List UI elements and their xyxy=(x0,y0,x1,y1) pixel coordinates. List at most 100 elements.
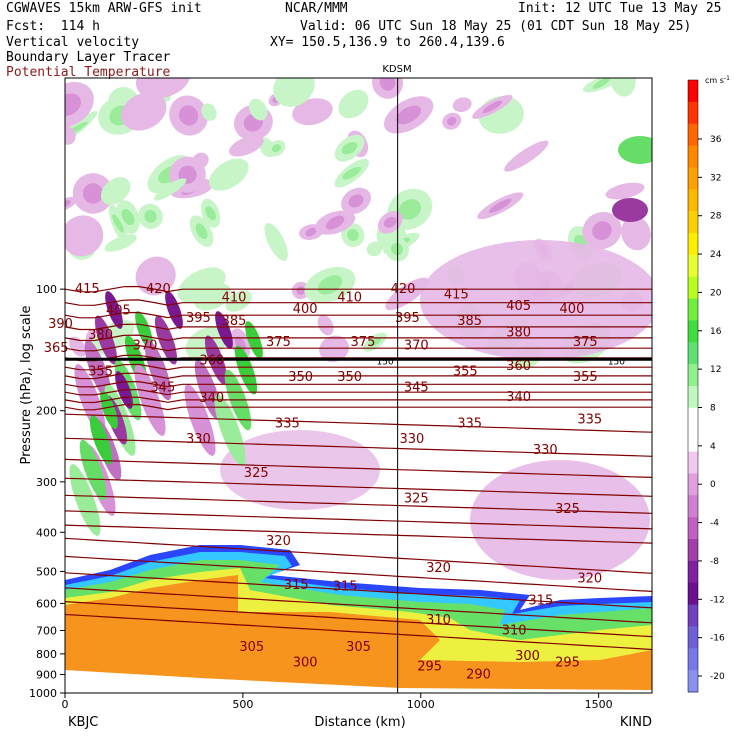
theta-label: 335 xyxy=(577,412,602,427)
init-time: Init: 12 UTC Tue 13 May 25 xyxy=(518,1,722,16)
velocity-blob xyxy=(121,208,135,226)
velocity-blob xyxy=(347,229,359,241)
colorbar-swatch xyxy=(688,342,698,365)
theta-label: 325 xyxy=(244,466,269,481)
colorbar-swatch xyxy=(688,211,698,234)
wave-streak xyxy=(144,339,172,401)
theta-line xyxy=(65,477,652,497)
velocity-blob xyxy=(368,337,382,347)
theta-label: 315 xyxy=(284,578,309,593)
velocity-blob xyxy=(100,177,131,205)
theta-label: 415 xyxy=(75,282,100,297)
x-axis-label: Distance (km) xyxy=(314,715,405,730)
theta-line xyxy=(65,537,652,574)
y-tick-label: 300 xyxy=(36,476,57,489)
colorbar-label: -20 xyxy=(710,672,725,682)
surface-terrain xyxy=(65,670,652,693)
colorbar-label: -16 xyxy=(710,634,725,644)
wave-streak xyxy=(89,415,113,465)
theta-label: 295 xyxy=(417,660,442,675)
theta-label: 335 xyxy=(275,416,300,431)
theta-label: 365 xyxy=(44,341,69,356)
colorbar-label: 0 xyxy=(710,480,716,490)
wave-streak xyxy=(105,291,123,329)
theta-label: 320 xyxy=(426,561,451,576)
theta-line xyxy=(65,285,652,293)
colorbar-label: 28 xyxy=(710,212,722,222)
velocity-blob xyxy=(325,215,345,230)
velocity-blob xyxy=(120,92,167,131)
boundary-layer-tracer xyxy=(65,545,652,693)
wave-streak xyxy=(135,311,153,349)
field-boundary-layer-tracer: Boundary Layer Tracer xyxy=(6,50,171,65)
colorbar-label: -4 xyxy=(710,519,719,529)
velocity-blob xyxy=(273,78,315,107)
velocity-blob xyxy=(271,144,282,153)
velocity-blob xyxy=(348,194,364,208)
velocity-blob xyxy=(208,158,249,191)
velocity-blob xyxy=(292,98,333,126)
velocity-blob xyxy=(612,198,648,222)
theta-line xyxy=(65,396,652,404)
colorbar-label: 24 xyxy=(710,250,722,260)
colorbar-swatch xyxy=(688,648,698,671)
marker-station-label: KDSM xyxy=(382,64,411,75)
colorbar-swatch xyxy=(688,189,698,212)
theta-label: 345 xyxy=(150,380,175,395)
wave-streak xyxy=(79,439,107,501)
theta-label: 350 xyxy=(337,370,362,385)
velocity-blob xyxy=(504,140,549,172)
velocity-region xyxy=(420,240,652,360)
theta-label: 325 xyxy=(555,502,580,517)
velocity-blob xyxy=(65,215,104,257)
velocity-blob xyxy=(385,277,429,311)
velocity-blob xyxy=(135,78,191,99)
theta-line xyxy=(65,587,652,624)
x-tick-label: 1500 xyxy=(585,698,613,711)
theta-label: 400 xyxy=(560,302,585,317)
colorbar-swatch xyxy=(688,407,698,431)
y-tick-label: 700 xyxy=(36,624,57,637)
velocity-blob xyxy=(264,222,288,262)
theta-line xyxy=(65,601,652,638)
theta-label: 410 xyxy=(337,291,362,306)
velocity-blob xyxy=(69,336,87,357)
velocity-blob xyxy=(592,78,610,89)
y-axis: 100 200 300 400 500 600 700 800 900 1000 xyxy=(29,283,65,700)
colorbar-label: 8 xyxy=(710,404,716,414)
theta-label: 290 xyxy=(466,668,491,683)
colorbar-label: 4 xyxy=(710,442,716,452)
colorbar-swatch xyxy=(688,495,698,518)
theta-label: 320 xyxy=(266,534,291,549)
y-tick-label: 100 xyxy=(36,283,57,296)
velocity-blob xyxy=(112,214,124,233)
theta-label: 150 xyxy=(377,357,394,367)
velocity-blob xyxy=(482,100,503,114)
colorbar-swatch xyxy=(688,123,698,147)
theta-line xyxy=(65,437,652,457)
velocity-blob xyxy=(396,105,421,125)
theta-label: 395 xyxy=(395,311,420,326)
forecast-hour: Fcst: 114 h xyxy=(6,19,100,34)
colorbar-frame xyxy=(687,79,699,693)
velocity-blob xyxy=(447,116,457,126)
colorbar-swatch xyxy=(688,298,698,321)
colorbar-swatch xyxy=(688,517,698,540)
wave-streak xyxy=(94,315,118,365)
velocity-blob xyxy=(82,183,104,204)
theta-line xyxy=(65,372,652,380)
velocity-blob xyxy=(194,283,231,311)
theta-label: 420 xyxy=(391,282,416,297)
colorbar-label: 32 xyxy=(710,173,721,183)
theta-label: 405 xyxy=(506,299,531,314)
x-tick-label: 0 xyxy=(62,698,69,711)
theta-label: 300 xyxy=(293,655,318,670)
x-axis: 0 500 1000 1500 xyxy=(62,693,613,711)
theta-label: 355 xyxy=(573,370,598,385)
colorbar-swatch xyxy=(688,80,698,103)
theta-label: 350 xyxy=(288,370,313,385)
theta-line xyxy=(65,344,652,352)
theta-label: 420 xyxy=(146,282,171,297)
velocity-blob xyxy=(621,216,651,251)
velocity-blob xyxy=(195,223,208,240)
